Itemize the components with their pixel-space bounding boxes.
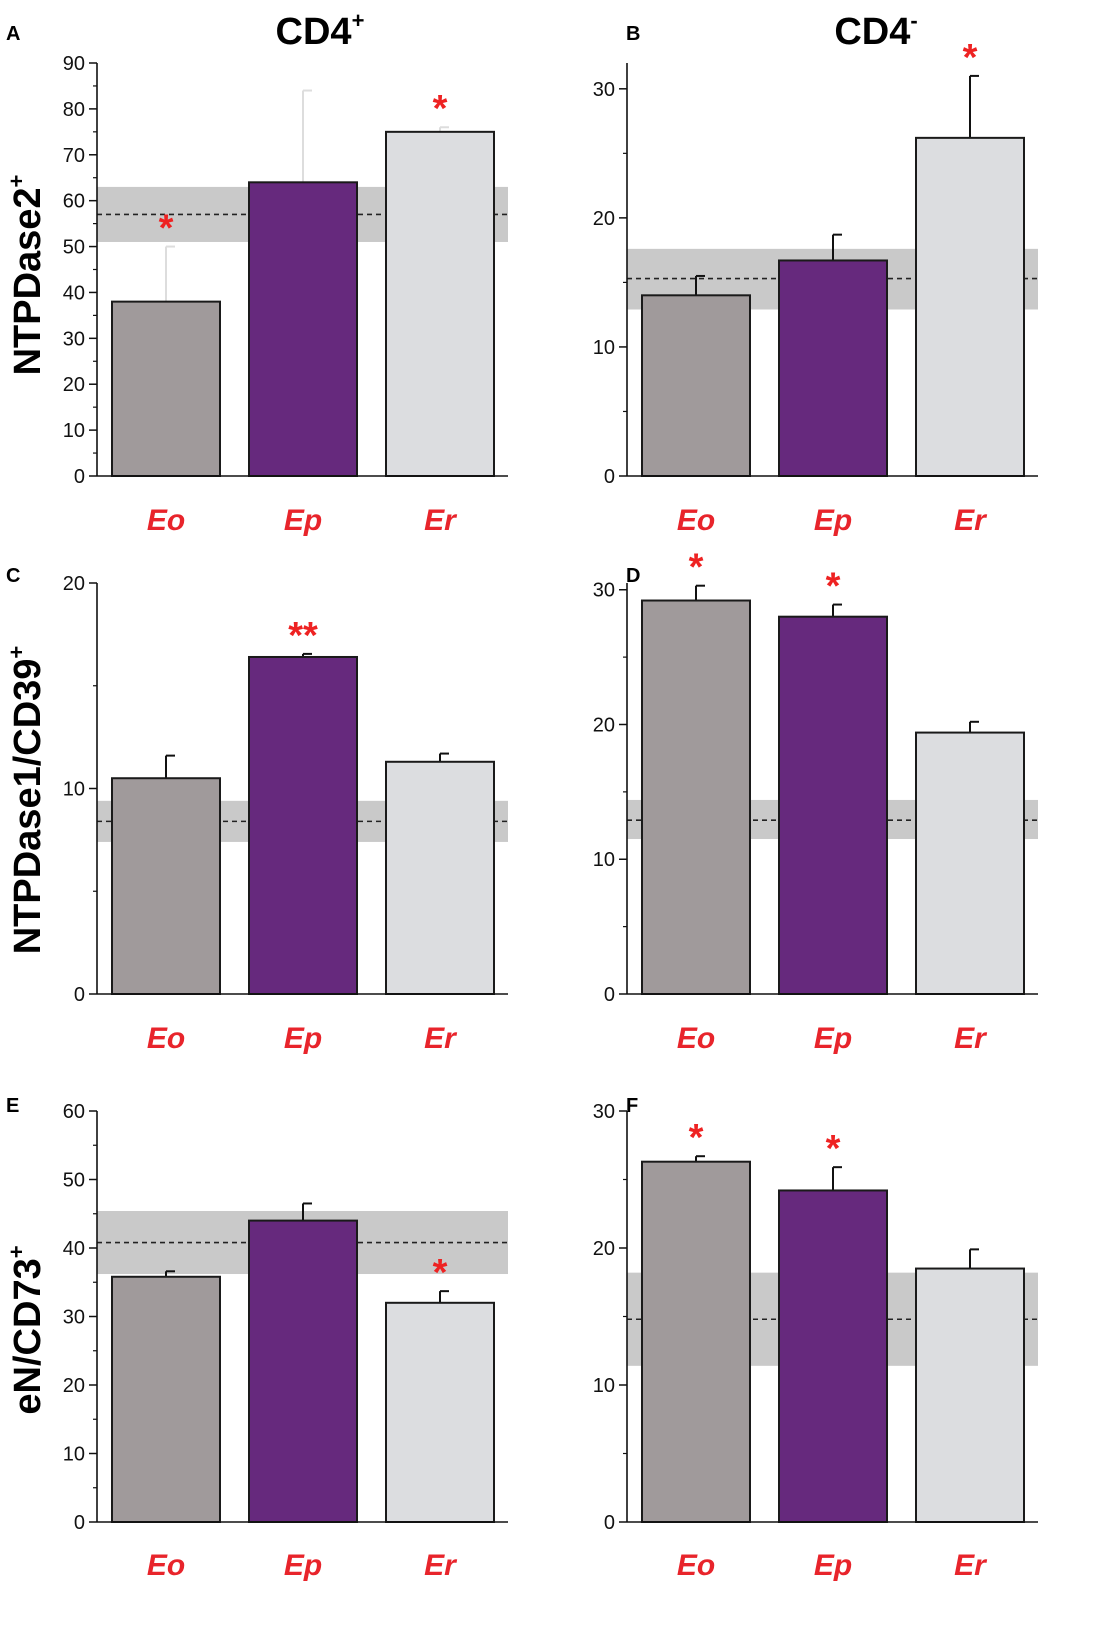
category-label-ep: Ep — [814, 1549, 852, 1582]
significance-marker-ep: * — [826, 566, 841, 608]
bar-eo — [111, 300, 221, 477]
panel-a-chart: * Eo Ep * Er 0 10 20 30 40 50 60 70 80 90 — [63, 53, 508, 537]
y-tick-label: 20 — [593, 1238, 615, 1260]
y-tick-label: 10 — [593, 849, 615, 871]
y-tick-label: 10 — [63, 779, 85, 801]
panel-c-chart: Eo ** Ep Er 0 10 20 — [63, 573, 508, 1055]
y-tick-label: 20 — [593, 714, 615, 736]
bar-eo — [641, 599, 751, 995]
y-tick-label: 50 — [63, 237, 85, 259]
bar-ep — [248, 655, 358, 995]
category-label-eo: Eo — [147, 1549, 185, 1582]
category-label-er: Er — [954, 1549, 988, 1582]
category-label-er: Er — [424, 1549, 458, 1582]
bar-ep — [248, 181, 358, 478]
row-title-ntpdase2: NTPDase2+ — [4, 175, 49, 376]
bar-er — [385, 760, 495, 995]
category-label-eo: Eo — [147, 1022, 185, 1055]
y-tick-label: 40 — [63, 1238, 85, 1260]
y-tick-label: 20 — [63, 573, 85, 595]
significance-marker-eo: * — [689, 1117, 704, 1159]
significance-marker-er: * — [433, 1252, 448, 1294]
panel-letter-a: A — [6, 23, 20, 45]
category-label-ep: Ep — [284, 1549, 322, 1582]
y-tick-label: 10 — [63, 1444, 85, 1466]
panel-e-chart: Eo Ep * Er 0 10 20 30 40 50 60 — [63, 1101, 508, 1582]
y-tick-label: 0 — [604, 466, 615, 488]
y-tick-label: 10 — [593, 337, 615, 359]
bar-er — [915, 1267, 1025, 1524]
category-label-eo: Eo — [677, 504, 715, 537]
bar-ep — [778, 615, 888, 995]
y-tick-label: 20 — [63, 374, 85, 396]
category-label-er: Er — [424, 1022, 458, 1055]
category-label-er: Er — [424, 504, 458, 537]
y-tick-label: 10 — [593, 1375, 615, 1397]
panel-f-chart: * Eo * Ep Er 0 10 20 30 — [593, 1101, 1038, 1582]
bar-eo — [111, 777, 221, 995]
significance-marker-er: * — [433, 88, 448, 130]
y-tick-label: 60 — [63, 1101, 85, 1123]
category-label-ep: Ep — [814, 1022, 852, 1055]
category-label-eo: Eo — [677, 1549, 715, 1582]
significance-marker-eo: * — [159, 208, 174, 250]
row-title-ntpdase1-cd39: NTPDase1/CD39+ — [4, 646, 49, 955]
bar-ep — [778, 1189, 888, 1523]
y-tick-label: 30 — [593, 1101, 615, 1123]
y-tick-label: 30 — [593, 580, 615, 602]
panel-letter-d: D — [626, 565, 640, 587]
y-tick-label: 60 — [63, 191, 85, 213]
bar-eo — [641, 294, 751, 477]
significance-marker-eo: * — [689, 547, 704, 589]
panel-letter-b: B — [626, 23, 640, 45]
y-tick-label: 20 — [593, 208, 615, 230]
category-label-er: Er — [954, 1022, 988, 1055]
significance-marker-er: * — [963, 37, 978, 79]
category-label-eo: Eo — [147, 504, 185, 537]
y-tick-label: 0 — [74, 984, 85, 1006]
category-label-er: Er — [954, 504, 988, 537]
column-title-cd4-negative: CD4- — [834, 8, 917, 53]
bar-er — [385, 1301, 495, 1524]
bar-ep — [248, 1219, 358, 1523]
category-label-ep: Ep — [284, 504, 322, 537]
category-label-ep: Ep — [814, 504, 852, 537]
y-tick-label: 10 — [63, 420, 85, 442]
bar-eo — [641, 1160, 751, 1523]
bar-er — [915, 731, 1025, 995]
panel-b-chart: Eo Ep * Er 0 10 20 30 — [593, 37, 1038, 537]
y-tick-label: 20 — [63, 1375, 85, 1397]
bar-ep — [778, 259, 888, 478]
y-tick-label: 70 — [63, 145, 85, 167]
bar-eo — [111, 1275, 221, 1524]
bar-er — [915, 136, 1025, 477]
y-tick-label: 30 — [593, 79, 615, 101]
significance-marker-ep: ** — [288, 615, 318, 657]
y-tick-label: 30 — [63, 1307, 85, 1329]
bar-er — [385, 130, 495, 477]
panel-d-chart: * Eo * Ep Er 0 10 20 30 — [593, 547, 1038, 1055]
significance-marker-ep: * — [826, 1128, 841, 1170]
y-tick-label: 0 — [74, 1512, 85, 1534]
y-tick-label: 0 — [74, 466, 85, 488]
y-tick-label: 50 — [63, 1170, 85, 1192]
y-tick-label: 0 — [604, 984, 615, 1006]
category-label-eo: Eo — [677, 1022, 715, 1055]
y-tick-label: 0 — [604, 1512, 615, 1534]
y-tick-label: 40 — [63, 282, 85, 304]
y-tick-label: 80 — [63, 99, 85, 121]
panel-letter-c: C — [6, 565, 20, 587]
column-title-cd4-positive: CD4+ — [276, 8, 365, 53]
panel-letter-f: F — [626, 1095, 638, 1117]
category-label-ep: Ep — [284, 1022, 322, 1055]
panel-letter-e: E — [6, 1095, 19, 1117]
y-tick-label: 30 — [63, 328, 85, 350]
row-title-en-cd73: eN/CD73+ — [4, 1245, 49, 1414]
y-tick-label: 90 — [63, 53, 85, 75]
